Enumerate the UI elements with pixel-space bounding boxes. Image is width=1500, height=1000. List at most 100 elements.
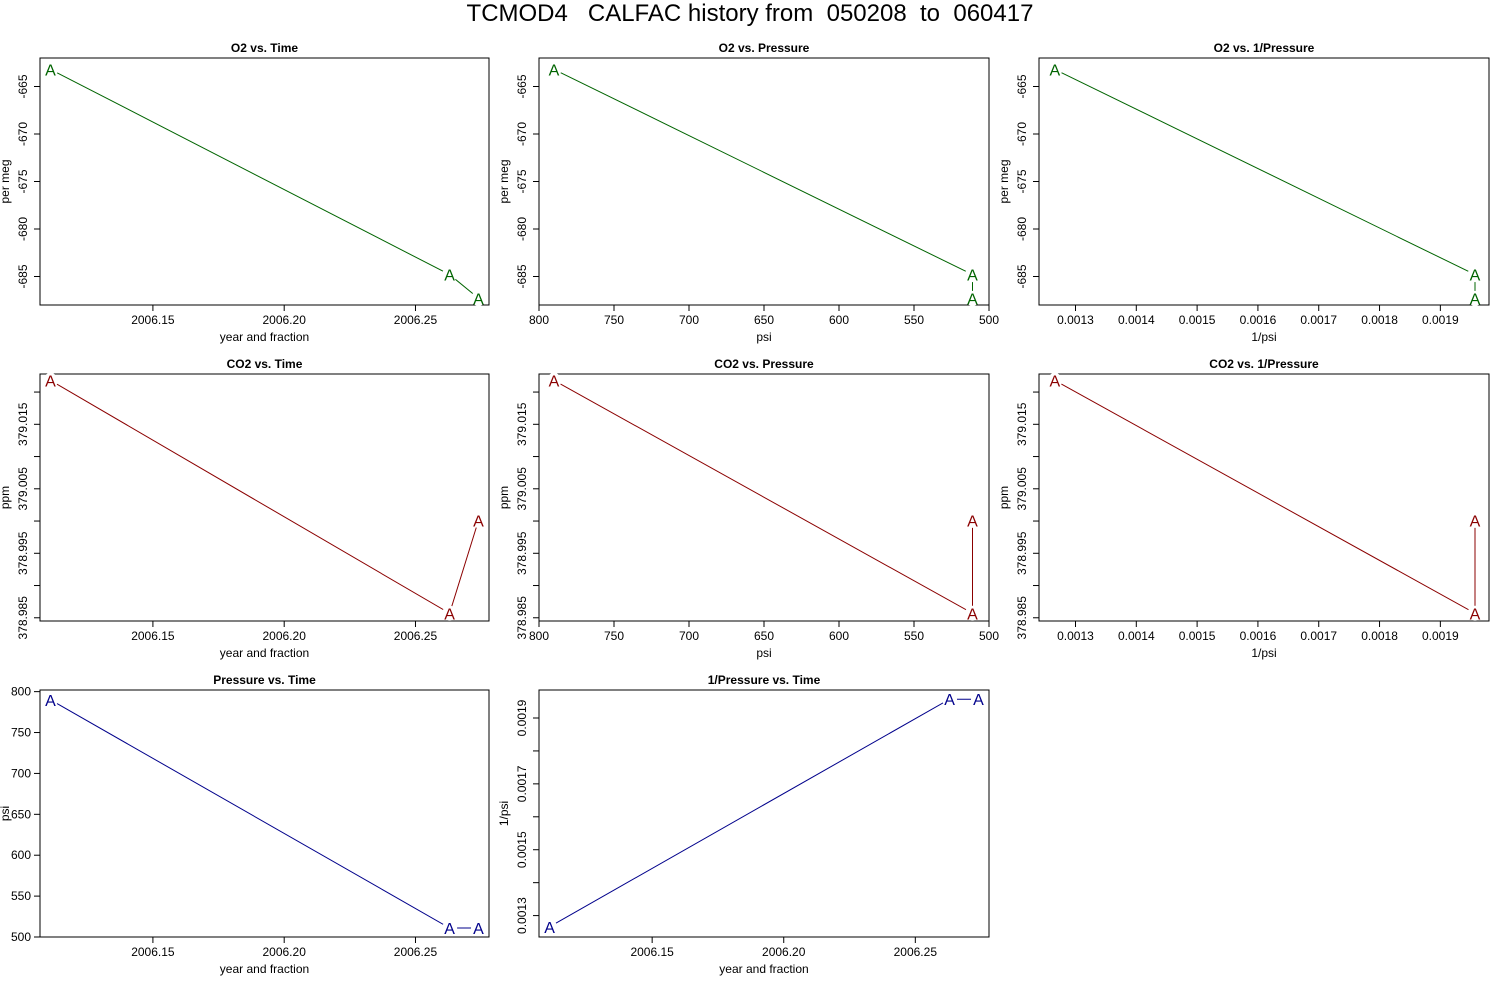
y-tick-label: 378.995	[16, 531, 30, 575]
x-tick-label: 2006.20	[262, 945, 306, 959]
x-axis-label: year and fraction	[220, 962, 309, 976]
y-axis-label: per meg	[0, 159, 12, 203]
series-line	[549, 698, 979, 928]
y-tick-label: -675	[16, 169, 30, 193]
x-tick-label: 0.0017	[1300, 629, 1337, 643]
x-tick-label: 2006.20	[262, 313, 306, 327]
y-tick-label: -680	[515, 217, 529, 241]
data-point-marker: A	[549, 62, 560, 79]
series-line	[50, 68, 479, 299]
x-tick-label: 0.0018	[1361, 629, 1398, 643]
data-point-knockout	[1467, 512, 1483, 528]
chart-title: 1/Pressure vs. Time	[708, 673, 821, 687]
x-tick-label: 0.0018	[1361, 313, 1398, 327]
chart-title: O2 vs. Time	[231, 41, 298, 55]
data-point-marker: A	[1470, 268, 1481, 285]
chart-panel: 1/Pressure vs. Time 2006.15 2006.20 2006.25…	[497, 673, 990, 976]
x-tick-label: 700	[679, 313, 699, 327]
data-point-knockout	[970, 691, 986, 707]
y-tick-label: -680	[16, 217, 30, 241]
x-axis-label: year and fraction	[220, 330, 309, 344]
x-tick-label: 2006.25	[394, 945, 438, 959]
data-point-knockout	[965, 512, 980, 528]
data-point-knockout	[470, 290, 486, 306]
x-tick-label: 0.0016	[1240, 313, 1277, 327]
y-tick-label: 378.985	[16, 596, 30, 640]
data-point-marker: A	[1470, 291, 1481, 308]
data-point-knockout	[442, 605, 458, 621]
x-tick-label: 0.0014	[1118, 629, 1155, 643]
y-tick-label: -675	[1015, 169, 1029, 193]
y-tick-label: 379.005	[16, 467, 30, 511]
data-point-marker: A	[473, 921, 484, 938]
data-point-marker: A	[967, 606, 978, 623]
data-point-marker: A	[1470, 513, 1481, 530]
y-tick-label: -675	[515, 169, 529, 193]
data-point-marker: A	[967, 513, 978, 530]
y-tick-label: 0.0019	[515, 699, 529, 736]
x-tick-label: 800	[529, 629, 549, 643]
y-axis-label: 1/psi	[497, 801, 511, 826]
x-tick-label: 650	[754, 313, 774, 327]
data-point-knockout	[965, 290, 980, 306]
y-tick-label: -665	[515, 74, 529, 98]
y-tick-label: 750	[11, 726, 31, 740]
data-point-marker: A	[549, 373, 560, 390]
data-point-knockout	[1467, 290, 1483, 306]
chart-title: Pressure vs. Time	[213, 673, 316, 687]
x-tick-label: 0.0015	[1179, 629, 1216, 643]
y-tick-label: 0.0013	[515, 897, 529, 934]
y-tick-label: 500	[11, 930, 31, 944]
y-tick-label: -685	[16, 264, 30, 288]
data-point-knockout	[965, 605, 980, 621]
data-point-knockout	[546, 61, 562, 77]
y-tick-label: 0.0017	[515, 765, 529, 802]
data-point-marker: A	[444, 268, 455, 285]
x-tick-label: 600	[829, 629, 849, 643]
x-tick-label: 700	[679, 629, 699, 643]
data-point-marker: A	[973, 692, 984, 709]
x-axis-label: 1/psi	[1251, 330, 1276, 344]
data-point-marker: A	[967, 291, 978, 308]
y-tick-label: 800	[11, 685, 31, 699]
chart-panel: Pressure vs. Time 2006.15 2006.20 2006.25 50…	[0, 673, 490, 976]
chart-title: CO2 vs. Pressure	[714, 357, 814, 371]
y-tick-label: 379.015	[16, 402, 30, 446]
x-tick-label: 0.0014	[1118, 313, 1155, 327]
plot-frame	[1038, 373, 1490, 622]
series-line	[50, 379, 479, 615]
chart-panel: CO2 vs. 1/Pressure 0.0013 0.0014 0.0015 0.00…	[997, 357, 1490, 660]
data-point-knockout	[470, 920, 486, 936]
x-tick-label: 2006.20	[262, 629, 306, 643]
y-tick-label: 0.0015	[515, 831, 529, 868]
page-title: TCMOD4 CALFAC history from 050208 to 060…	[466, 0, 1034, 27]
x-tick-label: 800	[529, 313, 549, 327]
data-point-knockout	[1467, 267, 1483, 283]
data-point-marker: A	[967, 268, 978, 285]
data-point-marker: A	[1049, 62, 1060, 79]
series-line	[1054, 379, 1476, 615]
x-tick-label: 750	[604, 629, 624, 643]
x-tick-label: 2006.15	[131, 313, 175, 327]
x-tick-label: 0.0016	[1240, 629, 1277, 643]
x-axis-label: psi	[756, 330, 771, 344]
x-tick-label: 0.0017	[1300, 313, 1337, 327]
data-point-marker: A	[473, 291, 484, 308]
y-tick-label: -665	[1015, 74, 1029, 98]
data-point-knockout	[542, 919, 558, 935]
y-tick-label: 378.985	[1015, 596, 1029, 640]
plot-frame	[39, 373, 490, 622]
x-axis-label: year and fraction	[220, 646, 309, 660]
x-axis-label: 1/psi	[1251, 646, 1276, 660]
y-tick-label: 379.015	[1015, 402, 1029, 446]
chart-title: O2 vs. 1/Pressure	[1214, 41, 1315, 55]
y-tick-label: -670	[1015, 122, 1029, 146]
chart-panel: O2 vs. Pressure 800 750 700 650 600 550 500 -665…	[497, 41, 999, 344]
x-tick-label: 2006.15	[131, 629, 175, 643]
plot-frame	[39, 57, 490, 306]
y-tick-label: 378.995	[1015, 531, 1029, 575]
data-point-marker: A	[444, 921, 455, 938]
y-tick-label: -680	[1015, 217, 1029, 241]
data-point-knockout	[1467, 605, 1483, 621]
x-tick-label: 500	[979, 313, 999, 327]
